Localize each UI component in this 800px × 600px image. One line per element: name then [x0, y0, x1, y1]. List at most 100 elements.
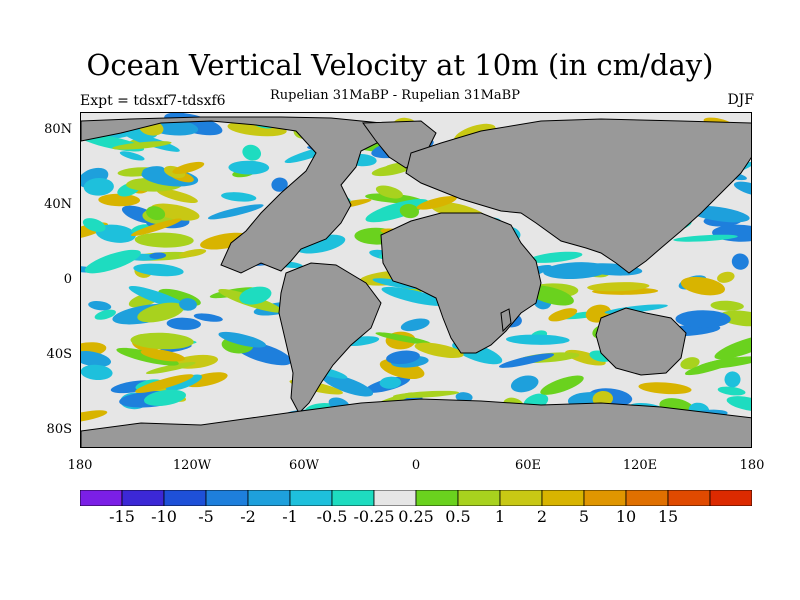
colorbar-swatch	[289, 490, 333, 506]
period-subtitle: Rupelian 31MaBP - Rupelian 31MaBP	[270, 88, 520, 103]
lat-label-40n: 40N	[44, 197, 72, 212]
velocity-patch	[179, 298, 197, 311]
colorbar-tick-label: -0.25	[353, 507, 395, 526]
velocity-patch	[81, 410, 108, 423]
colorbar-swatch	[541, 490, 585, 506]
velocity-patch	[172, 161, 205, 174]
velocity-patch	[455, 392, 473, 403]
lat-label-40s: 40S	[46, 347, 72, 362]
velocity-patch	[684, 357, 740, 376]
colorbar-tick-label: -15	[109, 507, 135, 526]
colorbar-swatch	[457, 490, 501, 506]
velocity-patch	[135, 374, 194, 393]
velocity-patch	[82, 218, 106, 232]
colorbar-tick-label: 5	[578, 507, 590, 526]
velocity-patch	[731, 253, 749, 270]
lon-label-120e: 120E	[622, 458, 658, 473]
velocity-patch	[228, 160, 270, 175]
colorbar-swatch	[709, 490, 752, 506]
velocity-patch	[221, 192, 257, 202]
velocity-patch	[548, 308, 578, 322]
plot-title: Ocean Vertical Velocity at 10m (in cm/da…	[86, 48, 714, 82]
velocity-patch	[638, 382, 692, 395]
colorbar-swatch	[499, 490, 543, 506]
velocity-patch	[207, 204, 264, 220]
velocity-patch	[271, 177, 288, 192]
colorbar-swatch	[415, 490, 459, 506]
velocity-patch	[675, 310, 731, 329]
velocity-patch	[587, 282, 650, 292]
velocity-patch	[710, 300, 744, 311]
velocity-patch	[540, 375, 584, 395]
velocity-patch	[81, 364, 113, 381]
colorbar-tick-label: 1	[494, 507, 506, 526]
velocity-patch	[185, 372, 228, 388]
colorbar-swatch	[163, 490, 207, 506]
experiment-label: Expt = tdsxf7-tdsxf6	[80, 93, 226, 109]
velocity-patch	[149, 252, 167, 259]
lat-label-80s: 80S	[46, 422, 72, 437]
land-masses	[81, 116, 751, 447]
eurasia	[405, 118, 751, 274]
velocity-patch	[94, 309, 116, 320]
colorbar-tick-label: 0.25	[398, 507, 434, 526]
colorbar-tick-label: 2	[536, 507, 548, 526]
colorbar-swatch	[331, 490, 375, 506]
velocity-patch	[146, 206, 166, 221]
colorbar-swatch	[205, 490, 249, 506]
velocity-patch	[498, 353, 555, 368]
north-america	[81, 116, 382, 274]
colorbar-tick-label: 10	[615, 507, 637, 526]
velocity-patch	[193, 313, 223, 322]
lat-label-eq: 0	[63, 272, 72, 287]
velocity-patch	[179, 249, 207, 258]
colorbar-tick-label: 0.5	[445, 507, 471, 526]
velocity-patch	[506, 334, 570, 345]
africa	[380, 212, 542, 354]
velocity-patch	[714, 334, 751, 360]
velocity-patch	[134, 232, 194, 248]
madagascar	[500, 308, 512, 333]
colorbar-swatch	[80, 490, 123, 506]
velocity-patch	[165, 374, 203, 391]
velocity-patch	[673, 234, 738, 242]
colorbar-swatch	[667, 490, 711, 506]
velocity-patch	[400, 318, 430, 332]
velocity-patch	[724, 371, 741, 388]
velocity-patch	[112, 141, 172, 150]
velocity-patch	[218, 331, 267, 348]
velocity-patch	[166, 317, 201, 330]
velocity-patch	[680, 276, 726, 296]
velocity-patch	[95, 224, 136, 243]
velocity-patch	[717, 386, 746, 396]
south-america	[278, 262, 382, 414]
map-canvas	[81, 113, 751, 447]
lon-label-180w: 180	[67, 458, 93, 473]
lon-label-120w: 120W	[172, 458, 212, 473]
velocity-patch	[133, 263, 184, 277]
velocity-patch	[510, 375, 539, 393]
velocity-patch	[375, 185, 403, 199]
velocity-patch	[119, 151, 145, 161]
velocity-patch	[81, 350, 112, 367]
velocity-patch	[717, 271, 735, 283]
velocity-patch	[145, 361, 196, 375]
lon-label-180e: 180	[739, 458, 765, 473]
lat-label-80n: 80N	[44, 122, 72, 137]
velocity-patch	[680, 357, 700, 370]
velocity-patch	[399, 204, 420, 219]
velocity-patch	[130, 218, 182, 237]
antarctica	[81, 398, 751, 447]
velocity-patch	[83, 177, 114, 196]
lon-label-60w: 60W	[289, 458, 319, 473]
lon-label-60e: 60E	[514, 458, 542, 473]
colorbar-tick-label: -5	[198, 507, 214, 526]
velocity-patch	[381, 286, 446, 306]
colorbar-swatch	[583, 490, 627, 506]
season-label: DJF	[727, 92, 754, 108]
colorbar-tick-label: 15	[657, 507, 679, 526]
velocity-patch	[719, 310, 751, 327]
colorbar-swatch	[373, 490, 417, 506]
velocity-patch	[156, 188, 198, 204]
velocity-patch	[130, 332, 194, 350]
